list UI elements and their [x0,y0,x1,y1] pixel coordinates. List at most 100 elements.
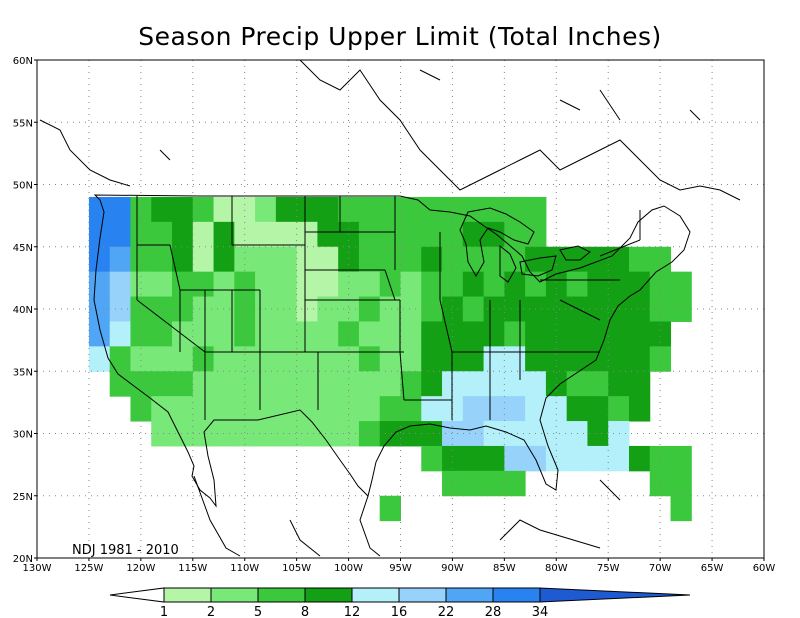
precip-cell [504,346,526,372]
precip-cell [379,246,401,273]
precip-cell [338,196,360,223]
precip-cell [442,371,464,397]
color-legend: 1 2 5 8 12 16 22 28 34 [109,587,691,618]
precip-cell [255,321,277,347]
precip-cell [275,321,298,347]
precip-cell [483,445,505,472]
precip-cell [483,321,505,347]
precip-cell [275,296,298,322]
precip-cell [587,371,609,397]
precip-cell [192,321,215,347]
precip-cell [587,246,609,273]
precip-cell [317,371,339,397]
precip-cell [317,396,339,422]
precip-cell [275,346,298,372]
precip-cell [317,296,339,322]
precip-cell [358,271,381,298]
state-lines [136,196,641,420]
precip-cell [338,296,360,322]
precip-cell [649,445,672,472]
lat-label: 50N [13,181,33,192]
precip-cell [192,421,215,447]
precip-cell [172,271,194,298]
map-frame [36,59,765,559]
precip-cell [670,445,692,472]
precip-cell [628,246,651,273]
precip-cell [130,246,152,273]
precip-cell [545,371,568,397]
precip-cell [421,396,443,422]
precip-cell [462,396,485,422]
lon-label: 95W [389,563,412,574]
precip-cell [566,396,588,422]
precip-cell [234,346,256,372]
precip-cell [608,371,630,397]
precip-cell [587,421,609,447]
precip-cell [504,445,526,472]
precip-cell [88,321,111,347]
precip-cell [296,321,318,347]
precip-cell [608,396,630,422]
precip-cell [670,495,692,522]
us-outline [93,194,691,508]
precip-cell [130,271,152,298]
precip-cell [213,296,235,322]
precip-grid-cells [88,196,692,522]
precip-cell [109,321,131,347]
lat-label: 30N [13,430,33,441]
precip-cell [421,371,443,397]
precip-cell [400,296,422,322]
precip-cell [88,296,111,322]
precip-cell [670,470,692,497]
precip-cell [338,271,360,298]
great-lakes [459,207,591,283]
precip-cell [525,221,547,248]
precip-cell [649,246,672,273]
precip-cell [172,321,194,347]
precip-cell [234,196,256,223]
precip-cell [545,296,568,322]
precip-cell [151,421,173,447]
legend-threshold: 5 [254,605,262,618]
precip-cell [296,346,318,372]
legend-swatch [163,587,212,603]
precip-cell [504,421,526,447]
precip-cell [442,196,464,223]
precip-cell [442,296,464,322]
precip-cell [566,445,588,472]
precip-cell [234,371,256,397]
precip-cell [151,396,173,422]
precip-cell [462,421,485,447]
precip-cell [545,271,568,298]
precip-cell [483,396,505,422]
precip-cell [628,271,651,298]
precip-cell [213,346,235,372]
precip-cell [608,321,630,347]
precip-cell [587,396,609,422]
legend-swatch [257,587,306,603]
precip-cell [172,221,194,248]
precip-cell [234,296,256,322]
state-and-coast-outlines [39,59,741,557]
lon-label: 105W [282,563,311,574]
legend-swatch [492,587,541,603]
precip-cell [525,321,547,347]
lat-label: 45N [13,243,33,254]
legend-threshold: 2 [207,605,215,618]
precip-cell [151,371,173,397]
precip-cell [442,246,464,273]
precip-cell [255,246,277,273]
precip-cell [649,321,672,347]
precip-cell [379,321,401,347]
precip-cell [628,445,651,472]
legend-swatch [304,587,353,603]
precip-cell [109,271,131,298]
precip-cell [608,346,630,372]
precip-cell [130,296,152,322]
precip-cell [587,296,609,322]
precip-cell [275,196,298,223]
precip-cell [608,296,630,322]
legend-swatch [351,587,400,603]
precip-cell [421,221,443,248]
precip-cell [421,346,443,372]
